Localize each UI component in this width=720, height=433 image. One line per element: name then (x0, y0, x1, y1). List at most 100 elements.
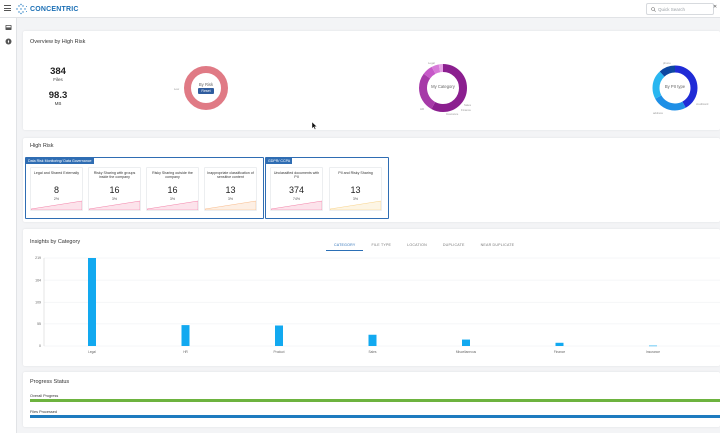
risk-tile-title: Legal and Shared Externally (33, 171, 80, 175)
files-processed-fill (30, 415, 720, 418)
reset-button[interactable]: Reset (198, 88, 214, 94)
category-label-legal: Legal (428, 61, 435, 65)
chart-bar[interactable] (555, 342, 564, 346)
risk-tile-count: 8 (53, 185, 59, 195)
y-tick-label: 164 (35, 278, 41, 282)
pii-donut-segment[interactable] (652, 65, 698, 111)
compass-icon[interactable] (5, 38, 12, 45)
risk-tile-title: Inappropriate classification of sensitiv… (207, 171, 254, 180)
x-tick-label: Legal (88, 350, 96, 354)
category-donut-segment[interactable] (419, 64, 467, 112)
files-label: Files (53, 77, 63, 82)
category-donut-label: My Category (431, 84, 455, 89)
chart-bar[interactable] (462, 339, 470, 346)
chart-bar[interactable] (649, 345, 657, 347)
category-bar-chart: 219 164 109 55 0 Legal HR Product Sales Miscellan… (35, 256, 720, 354)
size-value: 98.3 (48, 90, 68, 101)
pii-label-creditcard: creditcard (696, 102, 709, 106)
category-donut-segment[interactable] (419, 64, 467, 112)
tab-category[interactable]: CATEGORY (326, 241, 364, 251)
risk-tile[interactable]: Unclassified documents with PII 374 74% (270, 167, 323, 211)
overall-progress-label: Overall Progress (30, 394, 59, 398)
y-tick-label: 0 (39, 344, 41, 348)
tab-location[interactable]: LOCATION (407, 243, 427, 247)
risk-tile-title: Unclassified documents with PII (273, 171, 320, 180)
risk-tile[interactable]: Legal and Shared Externally 8 2% (30, 167, 83, 211)
search-icon (651, 7, 656, 12)
top-bar: CONCENTRIC ✕ (0, 0, 720, 18)
risk-tile-sparkline (271, 200, 322, 210)
mouse-cursor-icon (312, 122, 318, 130)
risk-donut-chart[interactable] (183, 65, 229, 111)
search-input[interactable] (658, 5, 712, 14)
risk-tile-count: 13 (350, 185, 361, 195)
risk-tile-sparkline (205, 200, 256, 210)
concentric-logo-icon (16, 3, 27, 15)
x-tick-label: Product (274, 350, 285, 354)
brand-logo[interactable]: CONCENTRIC (15, 3, 79, 15)
files-processed-bar (30, 415, 720, 418)
chart-bar[interactable] (275, 325, 283, 346)
risk-group-gdpr: GDPR/ CCPA Unclassified documents with P… (265, 157, 389, 219)
risk-tile-sparkline (330, 200, 381, 210)
pii-label-phone: phone (663, 61, 671, 65)
risk-tile-percent: 2% (53, 197, 60, 201)
files-count: 384 (50, 66, 66, 77)
chart-bar[interactable] (181, 325, 190, 346)
high-risk-title: High Risk (30, 143, 54, 149)
insights-title: Insights by Category (30, 239, 81, 245)
x-tick-label: Miscellaneous (456, 350, 477, 354)
size-unit: MB (54, 101, 62, 106)
risk-tile-percent: 3% (352, 197, 359, 201)
x-tick-label: Sales (369, 350, 377, 354)
risk-tile-percent: 74% (292, 197, 301, 201)
tab-near-duplicate[interactable]: NEAR DUPLICATE (480, 243, 515, 247)
tab-duplicate[interactable]: DUPLICATE (442, 243, 465, 247)
risk-tile-percent: 3% (169, 197, 176, 201)
pii-label-address: address (653, 111, 663, 115)
high-risk-card: High Risk Data Risk Monitoring/ Data Gov… (23, 138, 720, 222)
quick-search[interactable] (646, 3, 714, 15)
category-donut-chart[interactable] (417, 62, 469, 114)
brand-name: CONCENTRIC (30, 5, 79, 13)
category-label-sales: Sales (464, 103, 471, 107)
risk-tile-count: 374 (288, 185, 305, 195)
pii-donut-chart[interactable] (650, 63, 700, 113)
risk-tile-sparkline (31, 200, 82, 210)
risk-donut-ring[interactable] (184, 66, 228, 110)
risk-tile-percent: 3% (227, 197, 234, 201)
insights-tabs: CATEGORY FILE TYPE LOCATION DUPLICATE NE… (326, 241, 522, 251)
menu-icon[interactable] (4, 5, 11, 11)
inbox-icon[interactable] (5, 24, 12, 31)
risk-tile[interactable]: Risky Sharing outside the company 16 3% (146, 167, 199, 211)
risk-donut-label: By Risk (198, 82, 214, 87)
risk-tile-title: Risky Sharing with groups inside the com… (93, 171, 136, 180)
risk-tile-title: Risky Sharing outside the company (152, 171, 193, 180)
risk-tile-sparkline (89, 200, 140, 210)
risk-tile[interactable]: Risky Sharing with groups inside the com… (88, 167, 141, 211)
risk-tile-count: 13 (225, 185, 236, 195)
insights-card: Insights by Category CATEGORY FILE TYPE … (23, 229, 720, 366)
overview-card: Overview by High Risk 384 Files 98.3 MB … (23, 31, 720, 130)
category-label-finance: Finance (461, 108, 471, 112)
pii-donut-label: By PII type (664, 84, 686, 89)
x-tick-label: Insurance (646, 350, 660, 354)
chart-bar[interactable] (88, 258, 96, 346)
close-icon[interactable]: ✕ (713, 4, 718, 10)
tab-file-type[interactable]: FILE TYPE (371, 243, 392, 247)
category-label-hr: HR (420, 107, 425, 111)
risk-tile-sparkline (147, 200, 198, 210)
chart-bar[interactable] (368, 334, 377, 346)
y-tick-label: 219 (35, 256, 41, 260)
risk-tile-count: 16 (109, 185, 120, 195)
risk-tile[interactable]: PII and Risky Sharing 13 3% (329, 167, 382, 211)
files-processed-label: Files Processed (30, 410, 58, 414)
risk-tile[interactable]: Inappropriate classification of sensitiv… (204, 167, 257, 211)
y-tick-label: 55 (37, 322, 41, 326)
overall-progress-fill (30, 399, 720, 402)
pii-donut-segment[interactable] (652, 65, 698, 111)
risk-group-governance: Data Risk Monitoring/ Data Governance Le… (25, 157, 264, 219)
risk-tile-title: PII and Risky Sharing (338, 171, 373, 175)
risk-side-label: Low (174, 87, 180, 91)
pii-donut-segment[interactable] (652, 65, 698, 111)
